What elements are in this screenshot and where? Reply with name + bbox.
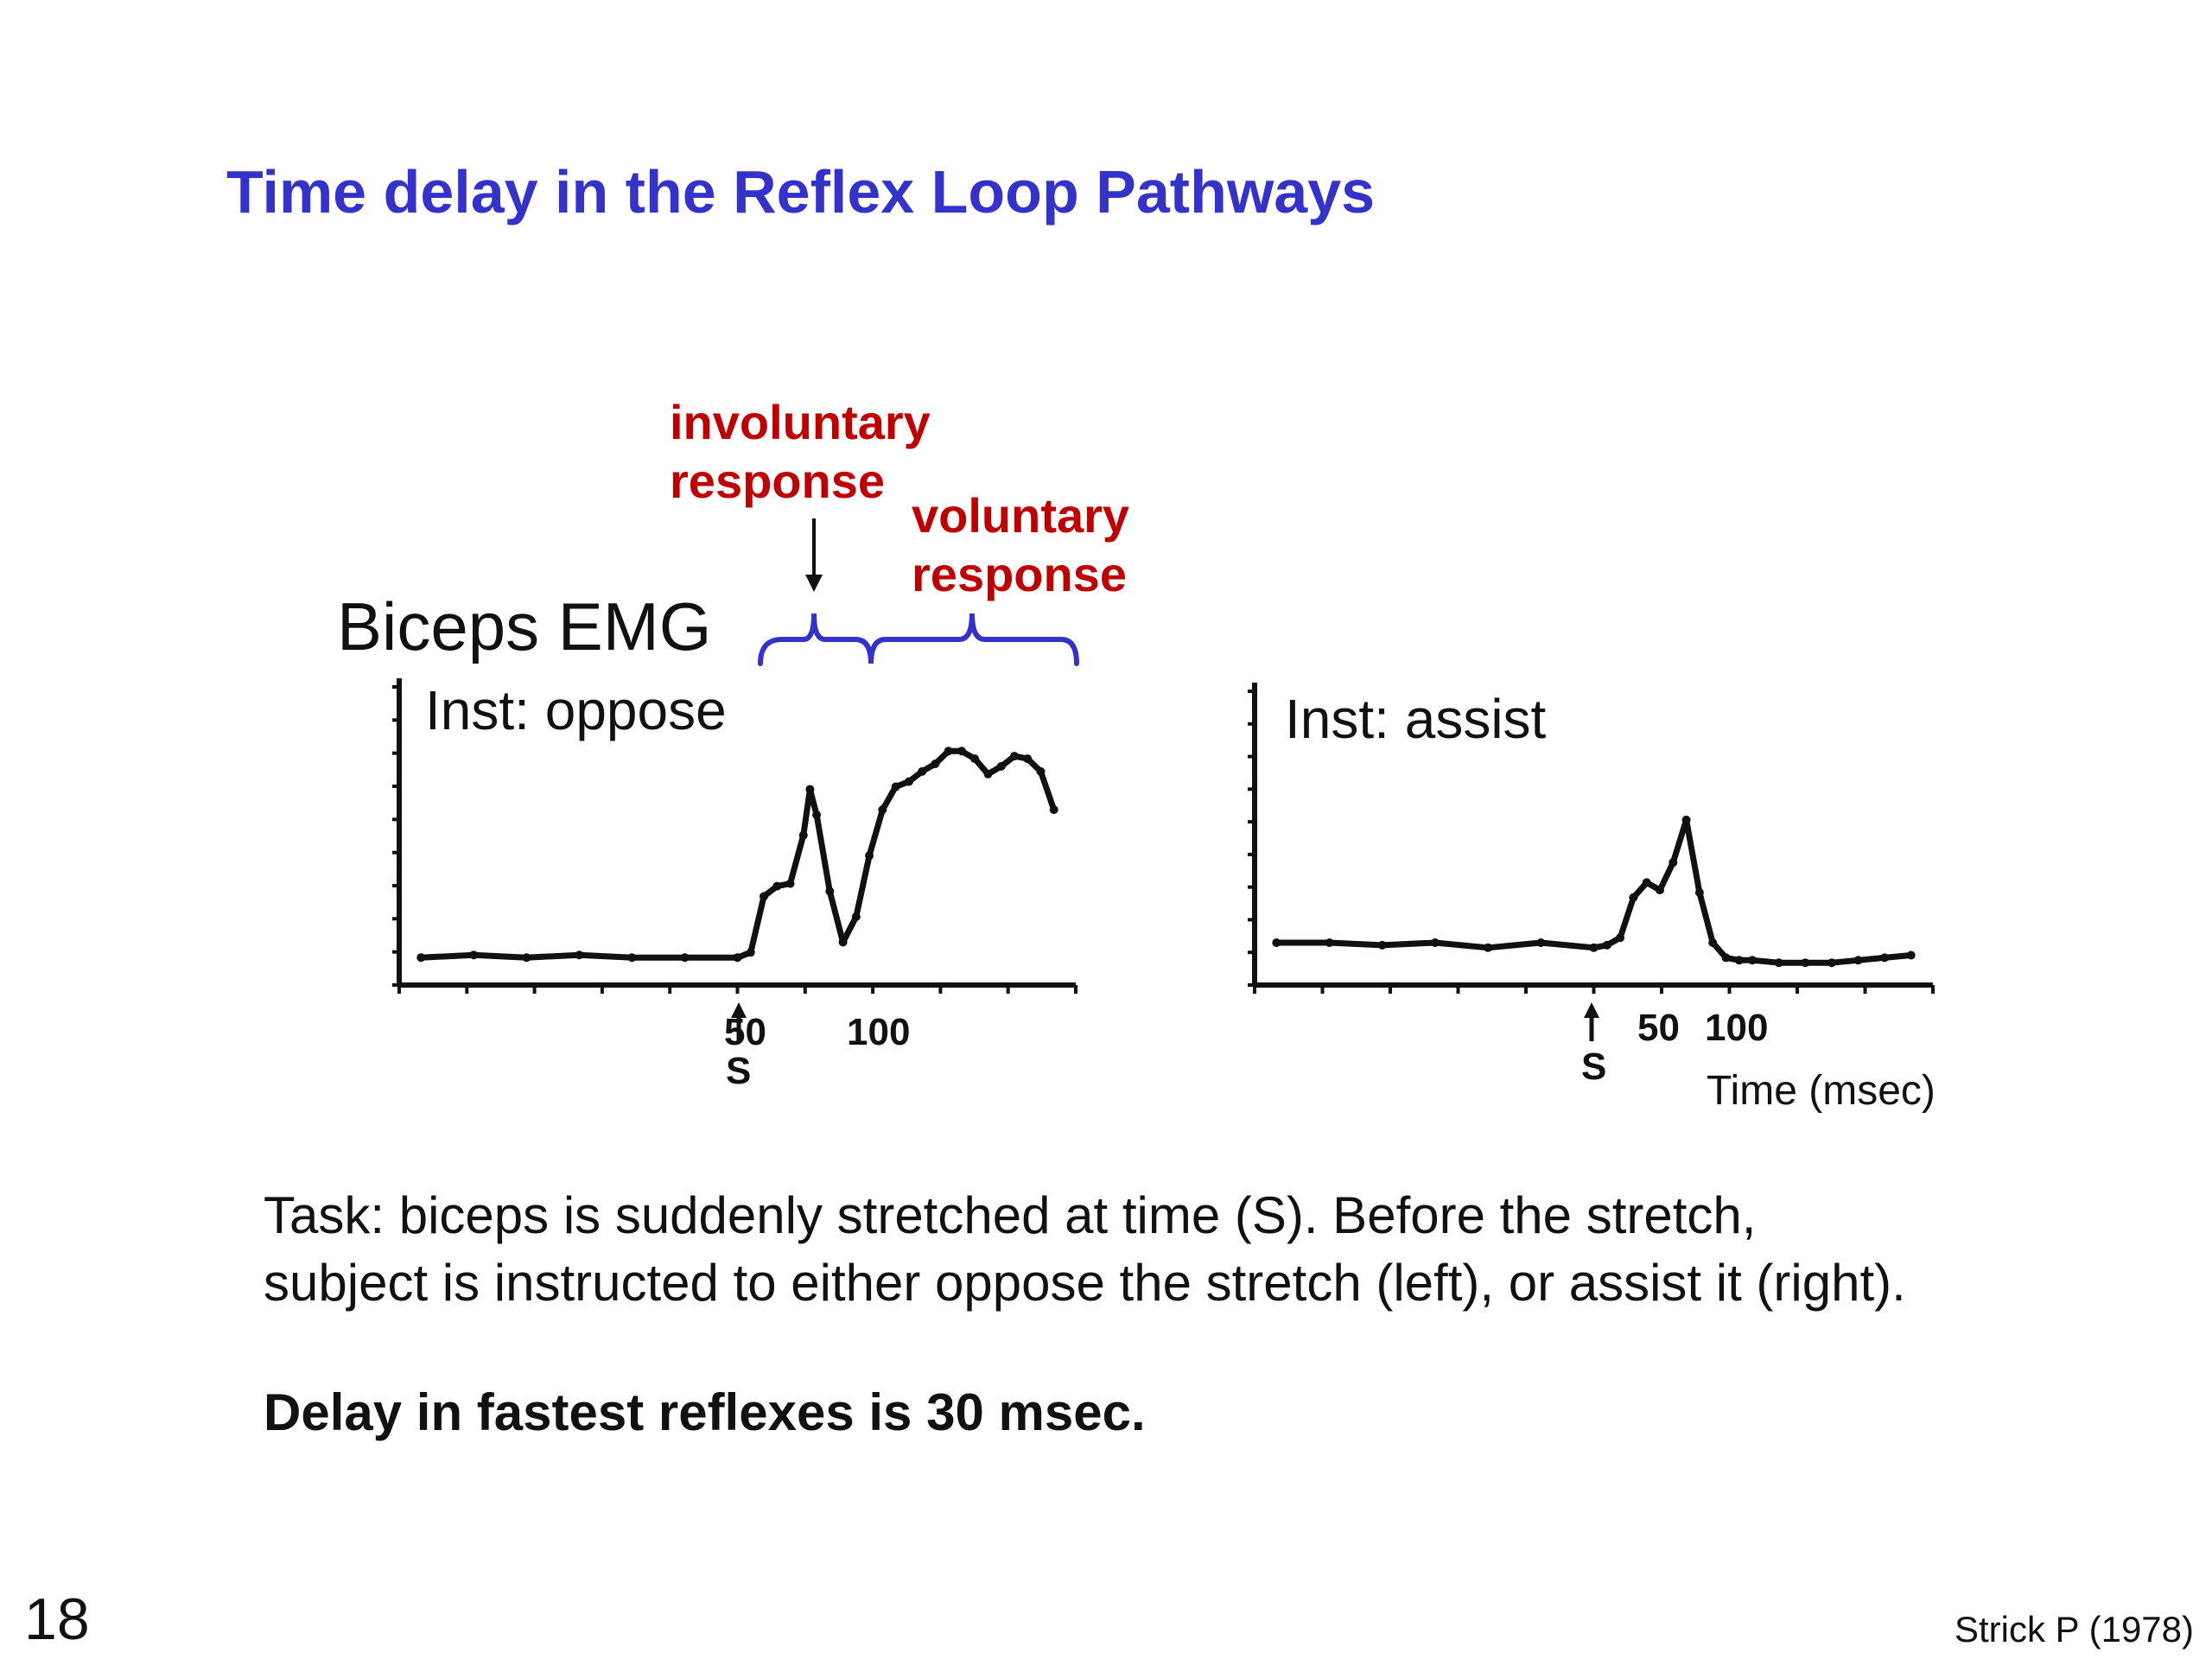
tick-label-100-oppose: 100 xyxy=(847,1011,911,1053)
emg-point-assist xyxy=(1880,953,1890,963)
emg-point-assist xyxy=(1377,940,1387,950)
emg-point-oppose xyxy=(760,892,769,901)
emg-point-oppose xyxy=(805,785,815,794)
emg-point-assist xyxy=(1853,956,1863,965)
emg-point-assist xyxy=(1629,893,1638,902)
emg-point-oppose xyxy=(798,830,808,840)
emg-point-oppose xyxy=(957,747,966,756)
voluntary-response-label: voluntary response xyxy=(912,486,1129,604)
emg-point-oppose xyxy=(904,777,913,786)
page-title: Time delay in the Reflex Loop Pathways xyxy=(226,158,1376,226)
emg-point-assist xyxy=(1325,938,1334,947)
emg-point-assist xyxy=(1589,943,1599,952)
emg-point-assist xyxy=(1748,956,1758,965)
tick-label-50-assist: 50 xyxy=(1637,1007,1680,1049)
emg-point-assist xyxy=(1708,938,1718,947)
emg-point-oppose xyxy=(522,953,531,963)
emg-point-assist xyxy=(1272,938,1281,947)
emg-point-oppose xyxy=(865,851,874,861)
emg-point-oppose xyxy=(772,881,782,891)
emg-point-oppose xyxy=(1049,805,1058,815)
emg-trace-oppose xyxy=(417,747,1058,961)
tick-label-50-oppose: 50 xyxy=(724,1011,766,1053)
emg-point-oppose xyxy=(469,950,479,960)
emg-point-oppose xyxy=(785,879,795,888)
stimulus-arrow-head-oppose xyxy=(731,1002,747,1018)
emg-point-oppose xyxy=(746,948,755,957)
voluntary-line2: response xyxy=(912,547,1127,601)
emg-point-oppose xyxy=(416,953,426,963)
emg-point-oppose xyxy=(970,754,980,764)
voluntary-line1: voluntary xyxy=(912,488,1130,543)
emg-point-assist xyxy=(1669,858,1678,868)
emg-point-oppose xyxy=(838,938,848,947)
stimulus-label-assist: S xyxy=(1581,1046,1607,1088)
emg-point-assist xyxy=(1734,956,1744,965)
emg-point-oppose xyxy=(878,805,887,815)
task-text-line2: subject is instructed to either oppose t… xyxy=(264,1254,1906,1312)
response-brace xyxy=(758,613,1079,666)
tick-label-100-assist: 100 xyxy=(1705,1007,1769,1049)
emg-point-oppose xyxy=(812,810,822,819)
stimulus-arrow-head-assist xyxy=(1584,1002,1599,1018)
involuntary-response-label: involuntary response xyxy=(670,393,931,511)
emg-point-oppose xyxy=(851,912,861,921)
involuntary-line2: response xyxy=(670,454,885,508)
emg-point-assist xyxy=(1484,943,1493,952)
emg-point-assist xyxy=(1721,953,1731,963)
task-text-line1: Task: biceps is suddenly stretched at ti… xyxy=(264,1186,1757,1244)
emg-point-oppose xyxy=(996,761,1006,771)
emg-point-oppose xyxy=(918,766,927,776)
emg-point-assist xyxy=(1656,886,1664,895)
emg-point-oppose xyxy=(680,953,690,963)
emg-point-oppose xyxy=(1009,752,1019,761)
emg-point-assist xyxy=(1616,933,1625,943)
page-number: 18 xyxy=(24,1586,90,1652)
emg-point-assist xyxy=(1801,958,1810,968)
emg-point-oppose xyxy=(575,950,584,960)
emg-point-assist xyxy=(1827,958,1836,968)
citation: Strick P (1978) xyxy=(1955,1609,2194,1649)
emg-point-oppose xyxy=(931,760,940,768)
emg-label: Biceps EMG xyxy=(337,588,712,664)
emg-point-assist xyxy=(1694,888,1704,897)
emg-point-oppose xyxy=(1023,754,1033,764)
stimulus-label-oppose: S xyxy=(726,1050,752,1092)
emg-point-assist xyxy=(1906,950,1916,960)
involuntary-line1: involuntary xyxy=(670,395,931,449)
emg-point-oppose xyxy=(1036,766,1046,776)
emg-point-oppose xyxy=(825,887,835,896)
emg-point-oppose xyxy=(733,953,742,963)
emg-point-assist xyxy=(1642,878,1651,887)
emg-point-assist xyxy=(1536,938,1546,947)
emg-trace-assist xyxy=(1273,817,1915,966)
chart-title-oppose: Inst: oppose xyxy=(425,679,727,741)
static-marks xyxy=(758,518,1079,666)
emg-point-assist xyxy=(1681,815,1691,824)
emg-point-oppose xyxy=(627,953,637,963)
emg-point-assist xyxy=(1774,958,1783,968)
involuntary-arrow-head xyxy=(805,575,823,592)
x-axis-label: Time (msec) xyxy=(1707,1068,1936,1114)
chart-title-assist: Inst: assist xyxy=(1285,688,1547,750)
emg-point-assist xyxy=(1602,940,1611,950)
delay-statement: Delay in fastest reflexes is 30 msec. xyxy=(264,1383,1146,1441)
emg-point-oppose xyxy=(891,782,900,791)
emg-point-assist xyxy=(1430,938,1440,947)
emg-point-oppose xyxy=(944,747,953,756)
emg-point-oppose xyxy=(983,769,993,779)
